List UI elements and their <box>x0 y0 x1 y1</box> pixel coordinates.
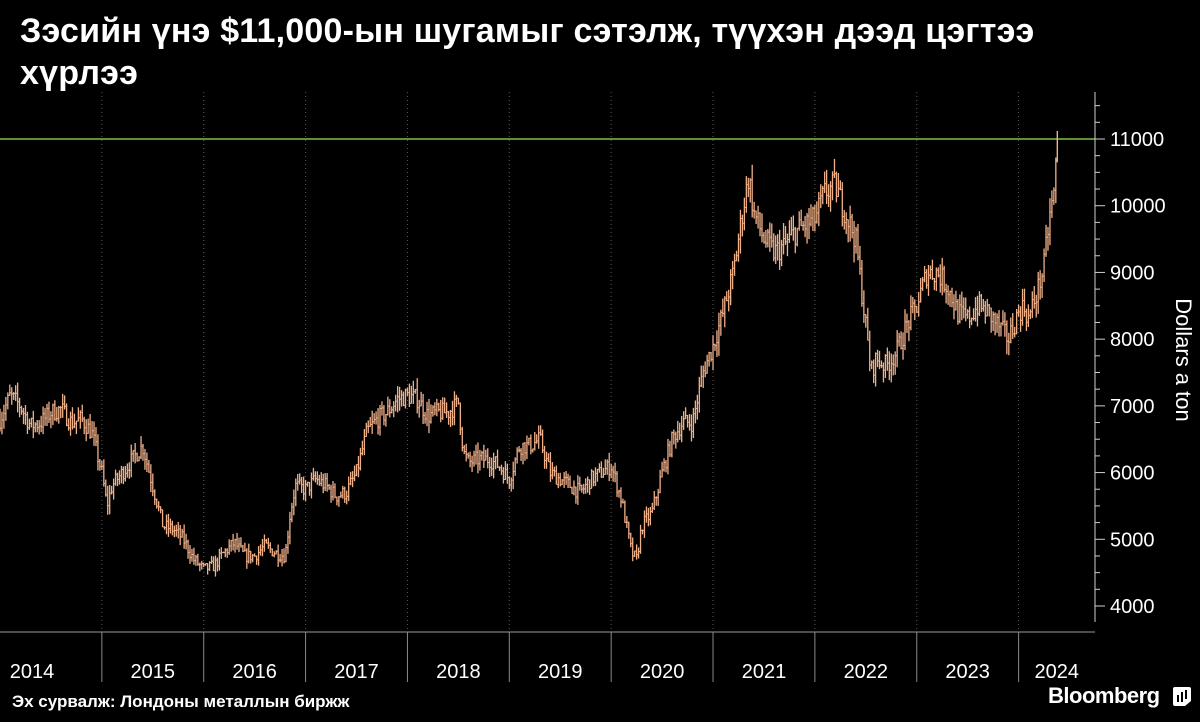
y-tick-label: 8000 <box>1110 329 1155 351</box>
y-tick-label: 4000 <box>1110 596 1155 618</box>
x-tick-label: 2024 <box>1035 661 1080 683</box>
price-series <box>0 130 1059 577</box>
bloomberg-chart-icon <box>1173 687 1191 706</box>
x-tick-label: 2019 <box>538 661 583 683</box>
y-tick-label: 9000 <box>1110 262 1155 284</box>
bloomberg-logo: Bloomberg <box>1048 683 1160 708</box>
x-tick-label: 2017 <box>334 661 379 683</box>
y-tick-label: 6000 <box>1110 463 1155 485</box>
y-tick-label: 5000 <box>1110 529 1155 551</box>
y-axis-ticks: 4000 5000 6000 7000 8000 9000 10000 11000 <box>1095 105 1166 618</box>
x-axis-ticks: 2014 2015 2016 2017 2018 2019 2020 2021 2022 2023… <box>10 632 1079 683</box>
x-tick-label: 2022 <box>844 661 889 683</box>
y-tick-label: 10000 <box>1110 196 1166 218</box>
x-tick-label: 2021 <box>742 661 787 683</box>
x-tick-label: 2020 <box>640 661 685 683</box>
source-note: Эх сурвалж: Лондоны металлын биржж <box>12 692 350 711</box>
chart-title: Зэсийн үнэ $11,000-ын шугамыг сэтэлж, тү… <box>20 12 1035 92</box>
x-tick-label: 2018 <box>436 661 481 683</box>
y-tick-label: 7000 <box>1110 396 1155 418</box>
x-tick-label: 2023 <box>945 661 990 683</box>
x-tick-label: 2016 <box>232 661 277 683</box>
y-tick-label: 11000 <box>1110 129 1164 151</box>
y-axis-label: Dollars a ton <box>1171 298 1196 422</box>
x-tick-label: 2014 <box>10 661 55 683</box>
x-tick-label: 2015 <box>131 661 176 683</box>
